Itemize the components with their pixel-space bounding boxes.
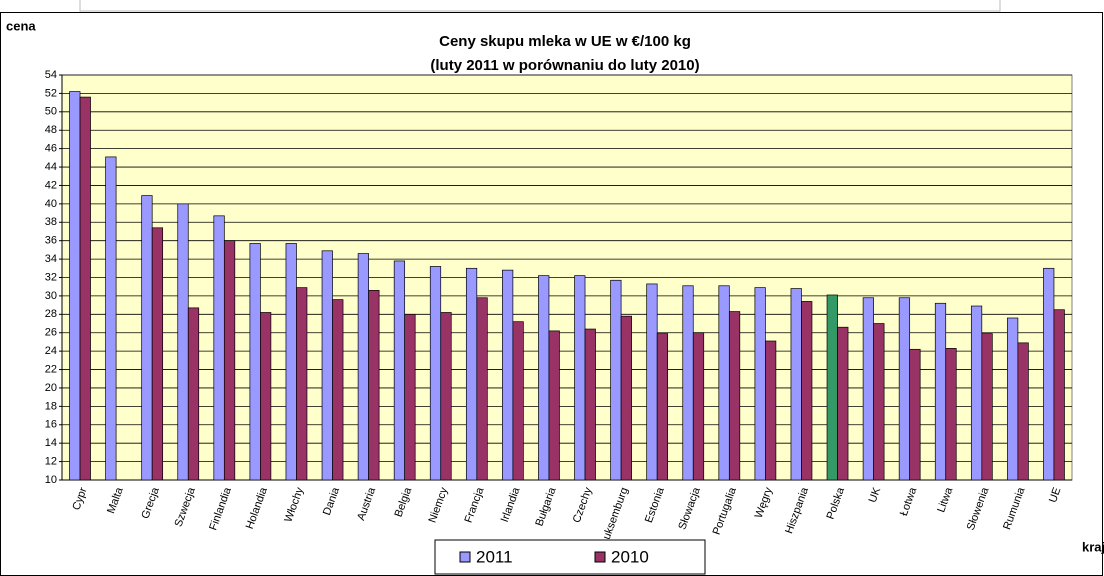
y-tick-label: 14 <box>45 437 57 449</box>
bar <box>620 315 632 481</box>
bar <box>862 297 874 481</box>
y-tick-label: 32 <box>45 271 57 283</box>
bar <box>646 283 658 481</box>
bar <box>223 240 236 481</box>
legend-swatch <box>594 551 606 563</box>
bar <box>1007 317 1019 481</box>
y-tick-label: 28 <box>45 308 57 320</box>
bar <box>296 287 308 481</box>
bar <box>538 275 550 481</box>
bar <box>429 266 442 481</box>
x-tick-label: UE <box>1047 486 1064 504</box>
bar <box>502 269 514 481</box>
y-tick-label: 26 <box>45 327 57 339</box>
bar <box>69 91 81 481</box>
y-tick-label: 24 <box>45 345 57 357</box>
bar <box>970 305 983 481</box>
bar <box>187 307 200 481</box>
legend-box <box>434 539 706 575</box>
bar <box>898 297 911 481</box>
bar <box>151 227 164 481</box>
bar <box>79 96 91 481</box>
y-tick-label: 46 <box>45 143 57 155</box>
bar <box>1053 309 1065 481</box>
bar <box>765 340 777 481</box>
bar <box>754 287 766 481</box>
bar <box>213 215 225 481</box>
y-tick-label: 22 <box>45 363 57 375</box>
y-tick-label: 50 <box>45 106 57 118</box>
y-tick-label: 16 <box>45 419 57 431</box>
bar <box>692 332 705 481</box>
y-tick-label: 48 <box>45 124 57 136</box>
bar <box>548 330 560 481</box>
legend-label: 2010 <box>611 547 649 566</box>
chart-title: Ceny skupu mleka w UE w €/100 kg <box>439 33 691 50</box>
bar <box>393 260 406 481</box>
bar <box>826 294 838 481</box>
bar <box>873 323 885 481</box>
bar <box>249 243 261 481</box>
bar <box>610 279 622 481</box>
top-strip <box>79 0 1001 12</box>
bar <box>574 275 586 481</box>
bar <box>285 243 297 481</box>
bar <box>260 312 272 481</box>
bar <box>1017 342 1029 481</box>
legend-label: 2011 <box>476 547 513 566</box>
y-tick-label: 12 <box>45 455 57 467</box>
bar <box>368 290 380 481</box>
bar <box>512 321 524 481</box>
bar <box>837 326 849 481</box>
bar <box>909 348 921 481</box>
y-axis-label: cena <box>6 18 36 33</box>
bar <box>718 285 730 481</box>
bar <box>404 313 416 481</box>
bar <box>1043 267 1055 481</box>
y-tick-label: 18 <box>45 400 57 412</box>
y-tick-label: 44 <box>45 161 57 173</box>
bar <box>440 312 452 481</box>
legend-swatch <box>459 551 471 563</box>
x-axis-label: kraj <box>1082 539 1104 554</box>
y-tick-label: 30 <box>45 290 57 302</box>
bar <box>357 253 369 481</box>
y-tick-label: 54 <box>45 69 57 81</box>
bar <box>105 156 117 481</box>
y-tick-label: 52 <box>45 87 57 99</box>
bar <box>945 348 957 481</box>
y-tick-label: 42 <box>45 179 57 191</box>
bar <box>801 301 813 481</box>
y-tick-label: 10 <box>45 474 57 486</box>
bar <box>682 285 694 481</box>
bar <box>141 195 153 481</box>
bar <box>656 333 669 481</box>
bar <box>177 203 189 481</box>
bar <box>332 299 344 481</box>
bar <box>790 288 802 481</box>
y-tick-label: 36 <box>45 235 57 247</box>
bar <box>465 267 478 481</box>
bar <box>934 302 947 481</box>
bar <box>981 333 993 481</box>
y-tick-label: 40 <box>45 198 57 210</box>
bar <box>728 311 741 481</box>
x-tick-label: UK <box>867 485 884 504</box>
chart-subtitle: (luty 2011 w porównaniu do luty 2010) <box>430 57 699 74</box>
bar <box>584 328 596 481</box>
y-tick-label: 34 <box>45 253 57 265</box>
bar <box>321 250 333 481</box>
y-tick-label: 20 <box>45 382 57 394</box>
y-tick-label: 38 <box>45 216 57 228</box>
bar <box>476 297 488 481</box>
